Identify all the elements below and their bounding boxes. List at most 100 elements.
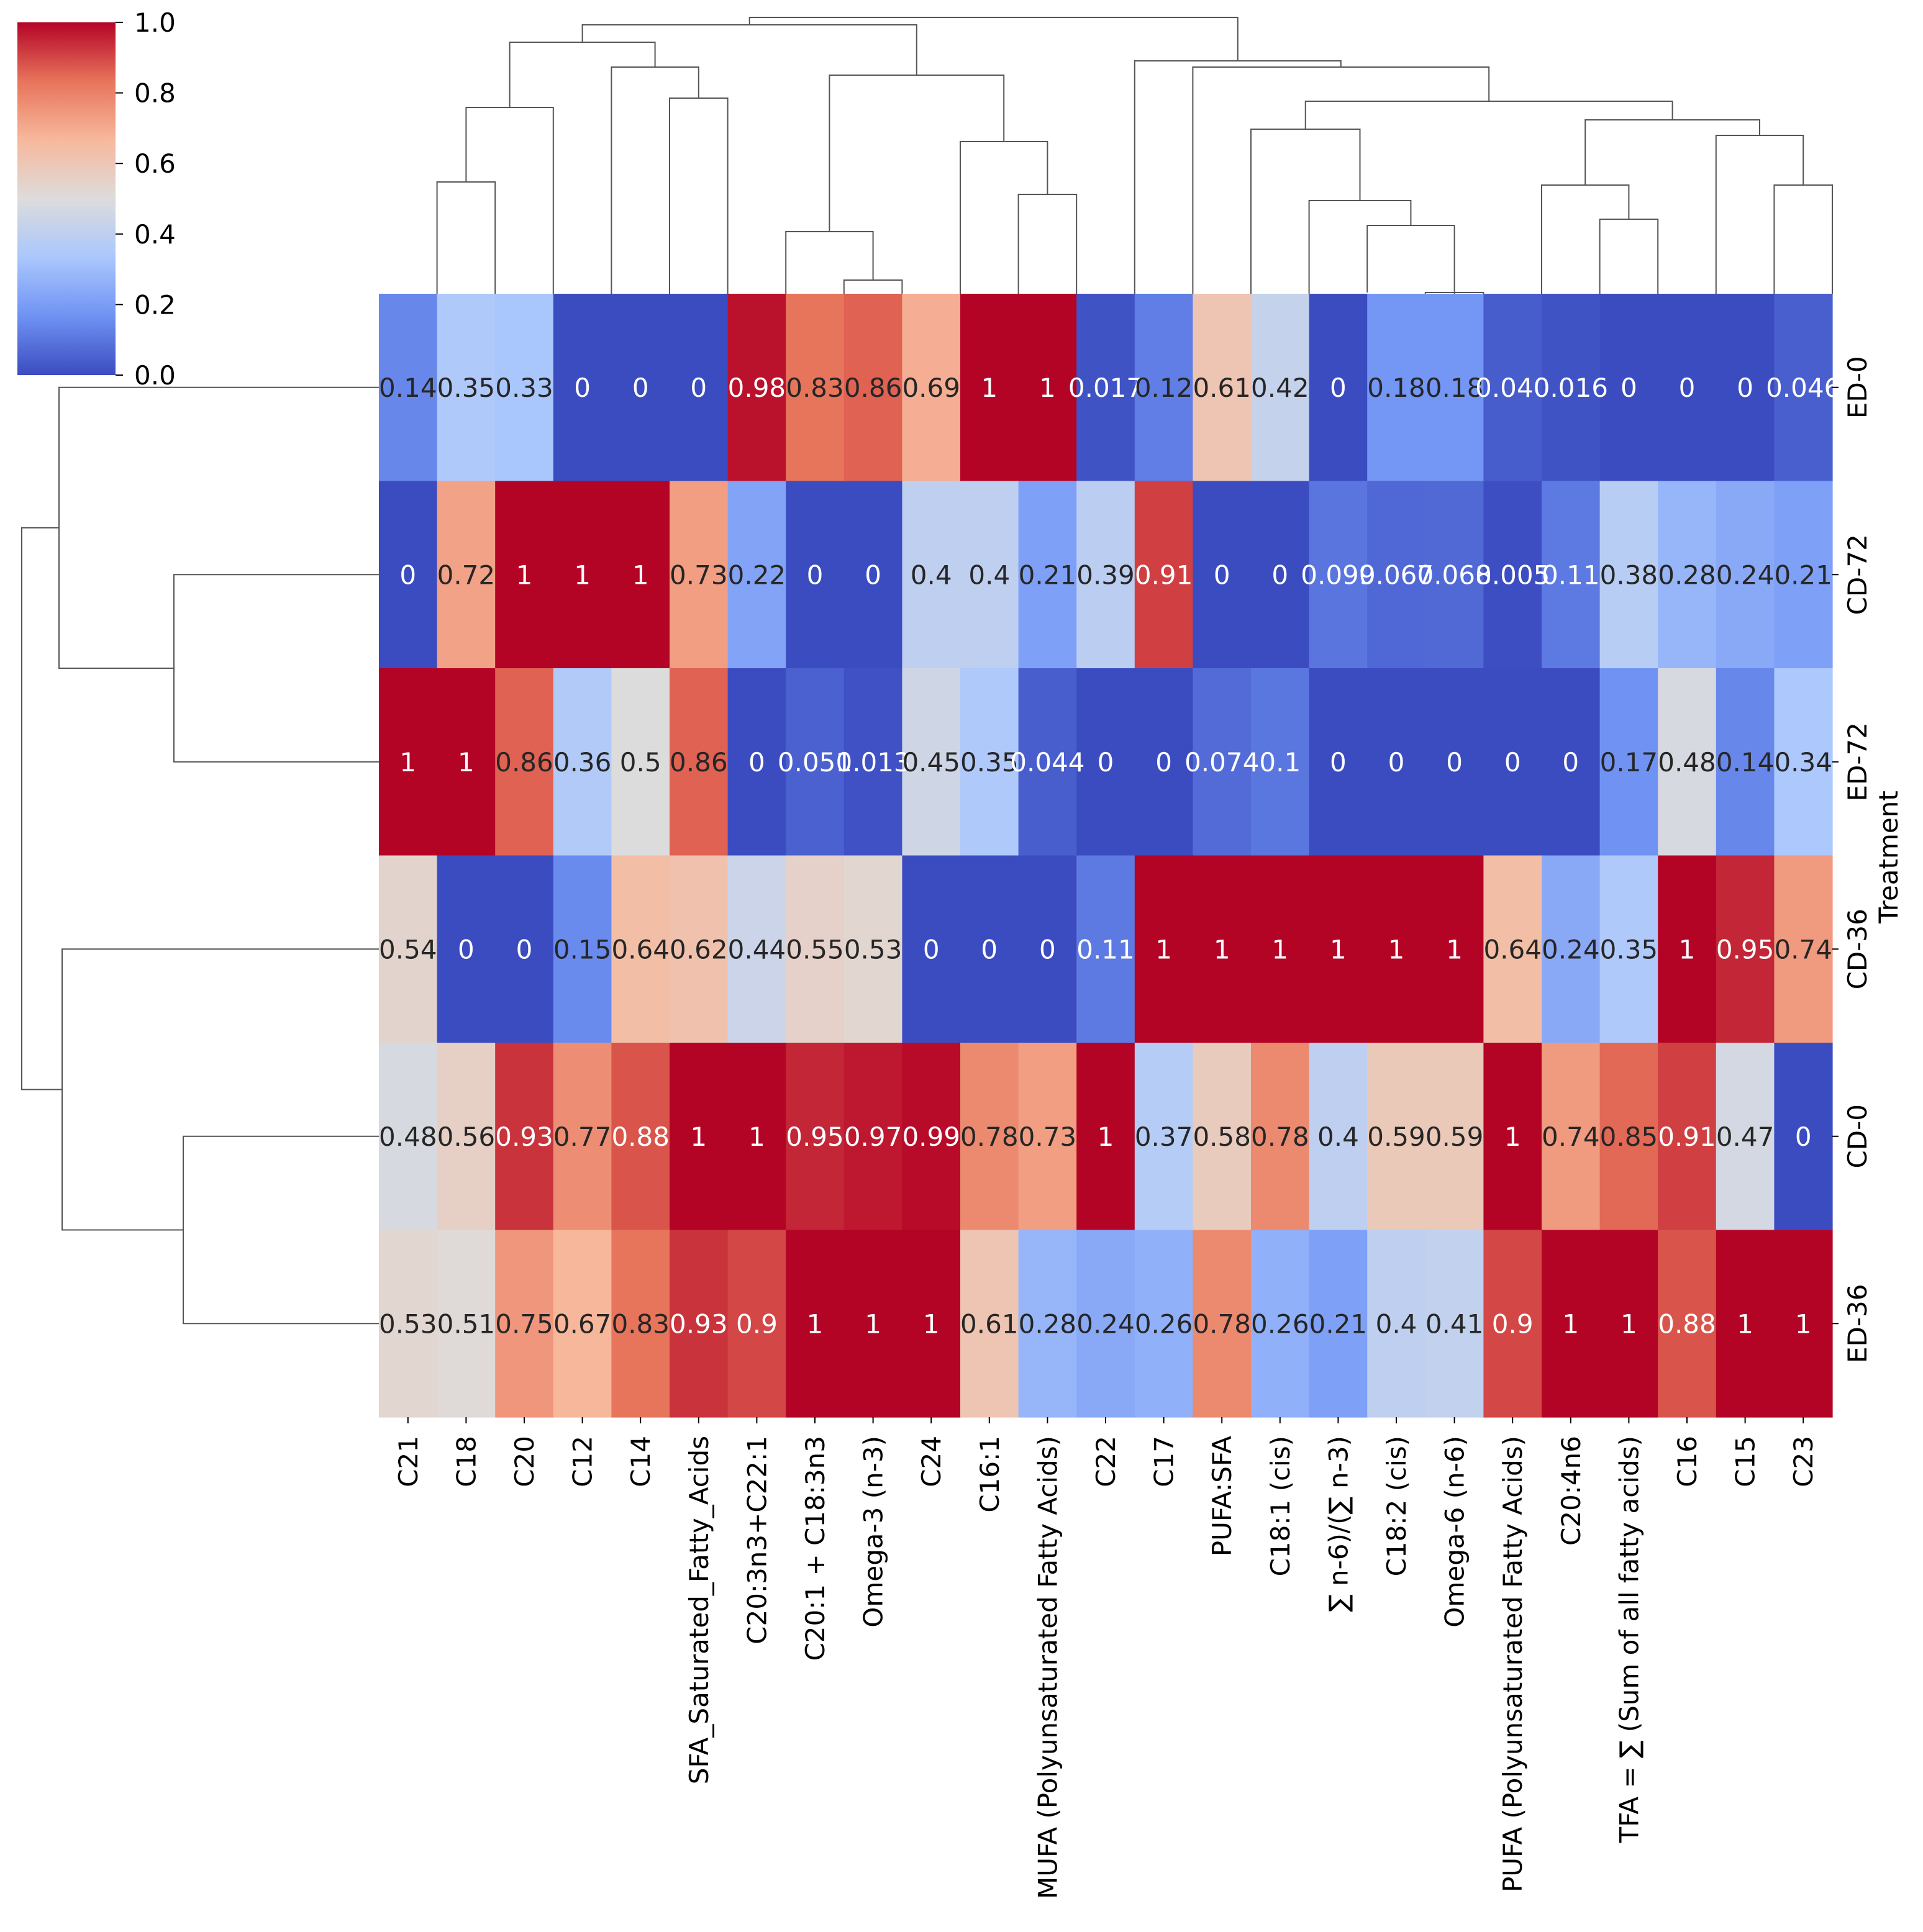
column-dendrogram (436, 17, 1833, 294)
dendrogram-link (960, 141, 1048, 294)
cell-value: 1 (690, 1122, 707, 1152)
cell-value: 1 (1155, 934, 1172, 964)
cell-value: 0 (516, 934, 533, 964)
cell-value: 0.9 (1492, 1308, 1534, 1339)
heatmap-cell (727, 668, 786, 856)
heatmap-cell (1251, 668, 1310, 856)
heatmap-cell (1018, 855, 1077, 1043)
heatmap-cell (1134, 294, 1193, 482)
cell-value: 0.5 (620, 747, 661, 778)
heatmap-cell (1309, 1043, 1368, 1231)
heatmap-cell (1251, 481, 1310, 669)
cell-value: 0.78 (960, 1122, 1019, 1152)
cell-value: 0.26 (1251, 1308, 1309, 1339)
cell-value: 0 (748, 747, 765, 778)
cell-value: 0.54 (379, 934, 437, 964)
cell-value: 0.78 (1251, 1122, 1309, 1152)
x-tick-label: PUFA (Polyunsaturated Fatty Acids) (1498, 1436, 1528, 1892)
cell-value: 0.068 (1417, 560, 1491, 590)
heatmap-cell (1367, 1230, 1426, 1418)
cell-value: 0.93 (670, 1308, 728, 1339)
heatmap-cell (1542, 294, 1601, 482)
heatmap-cell (1018, 294, 1077, 482)
heatmap-cell (611, 1043, 670, 1231)
cell-value: 0.14 (379, 373, 437, 403)
dendrogram-link (436, 181, 496, 294)
cell-value: 0.1 (1259, 747, 1301, 778)
cell-value: 1 (516, 560, 533, 590)
cell-value: 0.69 (902, 373, 960, 403)
cell-value: 0 (574, 373, 591, 403)
cell-value: 0 (458, 934, 475, 964)
heatmap-cell (1658, 1043, 1717, 1231)
dendrogram-link (1250, 129, 1361, 294)
heatmap-cell (1483, 855, 1542, 1043)
heatmap-cell (1193, 855, 1252, 1043)
heatmap-cell (1425, 294, 1484, 482)
heatmap-cell (1251, 1230, 1310, 1418)
heatmap-cell (1193, 1230, 1252, 1418)
heatmap-cell (553, 855, 612, 1043)
heatmap-cell (727, 1043, 786, 1231)
x-tick-label: C21 (393, 1436, 424, 1487)
heatmap-cell (1193, 668, 1252, 856)
heatmap-cell (1483, 1230, 1542, 1418)
heatmap-cell (1134, 481, 1193, 669)
cell-value: 1 (981, 373, 998, 403)
colorbar-tick-label: 1.0 (134, 7, 176, 38)
cell-value: 0 (1388, 747, 1405, 778)
heatmap-cell (1425, 481, 1484, 669)
heatmap-cell (902, 668, 961, 856)
heatmap-cell (1716, 294, 1775, 482)
cell-value: 0.47 (1716, 1122, 1775, 1152)
cell-value: 1 (399, 747, 416, 778)
cell-value: 1 (1446, 934, 1463, 964)
cell-value: 0.95 (1716, 934, 1775, 964)
cell-value: 0.77 (553, 1122, 612, 1152)
heatmap-cell (611, 294, 670, 482)
cell-value: 0.18 (1367, 373, 1425, 403)
heatmap-cell (843, 294, 902, 482)
cell-value: 0.45 (902, 747, 960, 778)
heatmap-cell (1599, 1043, 1658, 1231)
cell-value: 0.91 (1135, 560, 1193, 590)
cell-value: 0 (1679, 373, 1696, 403)
cell-value: 0.044 (1010, 747, 1084, 778)
x-tick-label: C15 (1730, 1436, 1761, 1487)
cell-value: 0.74 (1542, 1122, 1600, 1152)
cell-value: 0.48 (379, 1122, 437, 1152)
cell-value: 0.36 (553, 747, 612, 778)
heatmap-cell (1542, 481, 1601, 669)
cell-value: 1 (1388, 934, 1405, 964)
cell-value: 0.83 (611, 1308, 670, 1339)
heatmap-cell (1658, 294, 1717, 482)
colorbar-tick-label: 0.8 (134, 78, 176, 109)
heatmap-cell (902, 294, 961, 482)
cell-value: 0 (1330, 747, 1347, 778)
cell-value: 0.53 (379, 1308, 437, 1339)
heatmap-cell (611, 855, 670, 1043)
cell-value: 1 (748, 1122, 765, 1152)
cell-value: 1 (865, 1308, 881, 1339)
heatmap-cell (1076, 855, 1135, 1043)
x-tick-label: C20:1 + C18:3n3 (800, 1436, 830, 1661)
heatmap-cell (437, 668, 496, 856)
heatmap-cell (1134, 855, 1193, 1043)
heatmap-cell (553, 481, 612, 669)
cell-value: 1 (632, 560, 649, 590)
cell-value: 0.21 (1309, 1308, 1368, 1339)
heatmap-cell (786, 1043, 845, 1231)
dendrogram-link (173, 574, 379, 763)
heatmap-cell (786, 294, 845, 482)
heatmap-cell (1076, 1043, 1135, 1231)
x-tick-label: PUFA:SFA (1207, 1436, 1237, 1556)
cell-value: 0.067 (1359, 560, 1434, 590)
heatmap-cell (1716, 1230, 1775, 1418)
heatmap-cell (1425, 1230, 1484, 1418)
cell-value: 0.24 (1076, 1308, 1135, 1339)
y-tick-label: CD-36 (1842, 909, 1873, 989)
cell-value: 0.93 (495, 1122, 553, 1152)
heatmap-cell (1542, 1230, 1601, 1418)
cell-value: 0.016 (1534, 373, 1608, 403)
heatmap-cell (1658, 1230, 1717, 1418)
